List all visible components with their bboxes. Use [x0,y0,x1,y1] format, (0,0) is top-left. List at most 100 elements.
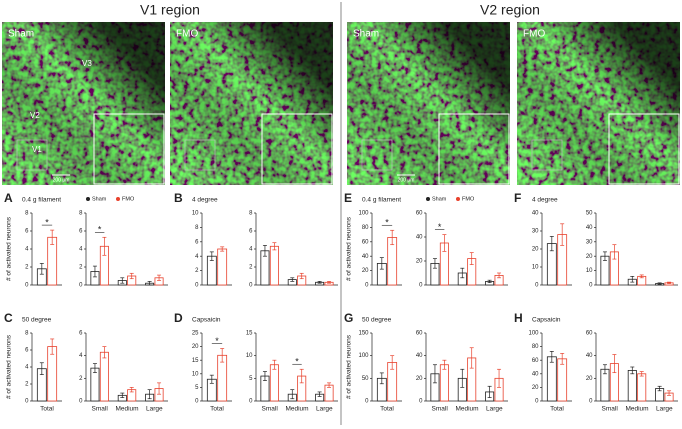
y-tick-label: 4 [25,247,29,253]
bar [637,373,647,402]
y-tick-label: 60 [362,239,369,245]
error-bar [612,354,617,374]
y-tick-label: 60 [416,331,423,337]
error-bar [209,374,214,384]
legend-label: Sham [92,196,107,202]
error-bar [262,371,267,381]
panel-title: 0.4 g filament [362,197,401,204]
roi-box [184,139,216,171]
error-bar [390,355,395,370]
inset [438,113,510,185]
image-shade [2,22,165,185]
error-bar [657,385,662,392]
error-bar [39,263,44,275]
error-bar [327,281,332,284]
error-bar [129,272,134,280]
error-bar [560,223,565,246]
error-bar [39,362,44,375]
roi-box [16,139,48,171]
y-tick-label: 0 [419,399,423,405]
error-bar [469,347,474,369]
y-tick-label: 8 [25,331,29,337]
y-tick-label: 20 [416,259,423,265]
legend-swatch [426,197,430,201]
region-annotation: V1 [32,145,42,154]
error-bar [220,348,225,363]
image-label: Sham [353,29,379,40]
y-tick-label: 40 [362,254,369,260]
y-tick-label: 50 [586,211,593,217]
panel-letter: F [514,191,521,205]
panel-title: 50 degree [22,317,52,324]
image-shade [170,22,333,185]
error-bar [92,265,97,278]
y-tick-label: 0 [589,399,593,405]
y-tick-label: 20 [362,268,369,274]
y-tick-label: 6 [249,229,253,235]
y-tick-label: 10 [192,211,199,217]
y-tick-label: 20 [586,254,593,260]
charts: A 0.4 g filament # of activated neurons 0 2 4… [4,191,678,413]
y-tick-label: 2 [249,265,253,271]
error-bar [612,244,617,260]
y-tick-label: 60 [532,358,539,364]
bar [90,367,100,402]
y-tick-label: 40 [586,353,593,359]
error-bar [157,274,162,281]
error-bar [442,359,447,370]
y-tick-label: 2 [25,265,29,271]
error-bar [120,277,125,284]
x-tick-label: Total [40,406,54,413]
y-tick-label: 10 [586,268,593,274]
bar [47,346,58,402]
image-label: FMO [523,29,545,40]
error-bar [390,229,395,246]
y-tick-label: 4 [195,254,199,260]
scale-bar-label: 200 μm [53,177,70,183]
legend-label: FMO [462,196,475,202]
y-tick-label: 0 [249,399,253,405]
error-bar [50,229,55,245]
error-bar [667,390,672,396]
panel-title: 50 degree [362,317,392,324]
scale-bar-label: 200 μm [398,177,415,183]
y-axis-label: # of activated neurons [346,334,353,399]
error-bar [299,368,304,384]
y-axis-label: # of activated neurons [6,216,13,281]
error-bar [442,234,447,252]
error-bar [487,385,492,398]
y-tick-label: 2 [79,376,83,382]
y-tick-label: 8 [249,211,253,217]
error-bar [102,236,107,256]
y-tick-label: 2 [195,268,199,274]
error-bar [147,281,152,286]
y-tick-label: 60 [416,211,423,217]
bar [269,364,279,402]
y-tick-label: 20 [532,247,539,253]
y-tick-label: 150 [358,331,369,337]
y-tick-label: 0 [195,283,199,289]
region-annotation: V2 [30,111,40,120]
error-bar [630,276,635,283]
panel-title: Capsaicin [532,317,561,324]
inset [261,113,333,185]
y-tick-label: 6 [79,229,83,235]
error-bar [432,364,437,384]
y-tick-label: 5 [195,385,199,391]
y-tick-label: 30 [532,229,539,235]
error-bar [560,353,565,365]
y-tick-label: 20 [586,376,593,382]
region-annotation: V3 [82,59,92,68]
y-tick-label: 0 [249,283,253,289]
y-tick-label: 0 [25,399,29,405]
bar [627,369,637,402]
error-bar [379,372,384,385]
y-tick-label: 6 [79,331,83,337]
error-bar [667,281,672,284]
error-bar [602,364,607,375]
x-tick-label: Large [146,406,163,413]
y-tick-label: 6 [25,348,29,354]
x-tick-label: Large [656,406,673,413]
x-tick-label: Small [432,406,449,413]
significance-star: * [98,225,102,235]
